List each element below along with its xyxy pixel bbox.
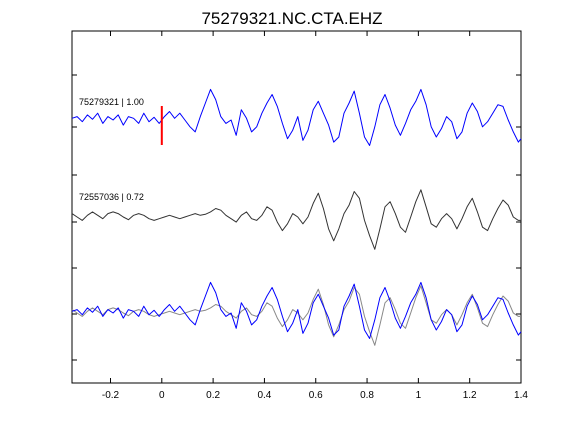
x-tick-label: 0.6 bbox=[309, 390, 323, 401]
x-tick-label: 0 bbox=[159, 390, 165, 401]
traces bbox=[71, 88, 522, 346]
trace-line bbox=[71, 281, 522, 339]
x-tick-label: 0.8 bbox=[360, 390, 374, 401]
x-tick-label: 0.2 bbox=[206, 390, 220, 401]
x-tick-label: -0.2 bbox=[102, 390, 120, 401]
x-axis: -0.2 0 0.2 0.4 0.6 0.8 1 1.2 1.4 bbox=[102, 31, 528, 401]
y-ticks bbox=[72, 74, 521, 361]
trace-line bbox=[71, 189, 521, 250]
trace-label-template: 75279321 | 1.00 bbox=[79, 97, 144, 107]
plot-frame bbox=[71, 30, 522, 384]
trace-label-match: 72557036 | 0.72 bbox=[79, 192, 144, 202]
x-tick-label: 1.4 bbox=[514, 390, 528, 401]
trace-line bbox=[71, 88, 522, 146]
x-tick-label: 1.2 bbox=[463, 390, 477, 401]
chart-title: 75279321.NC.CTA.EHZ bbox=[201, 9, 382, 28]
x-tick-label: 0.4 bbox=[257, 390, 271, 401]
x-tick-label: 1 bbox=[416, 390, 422, 401]
